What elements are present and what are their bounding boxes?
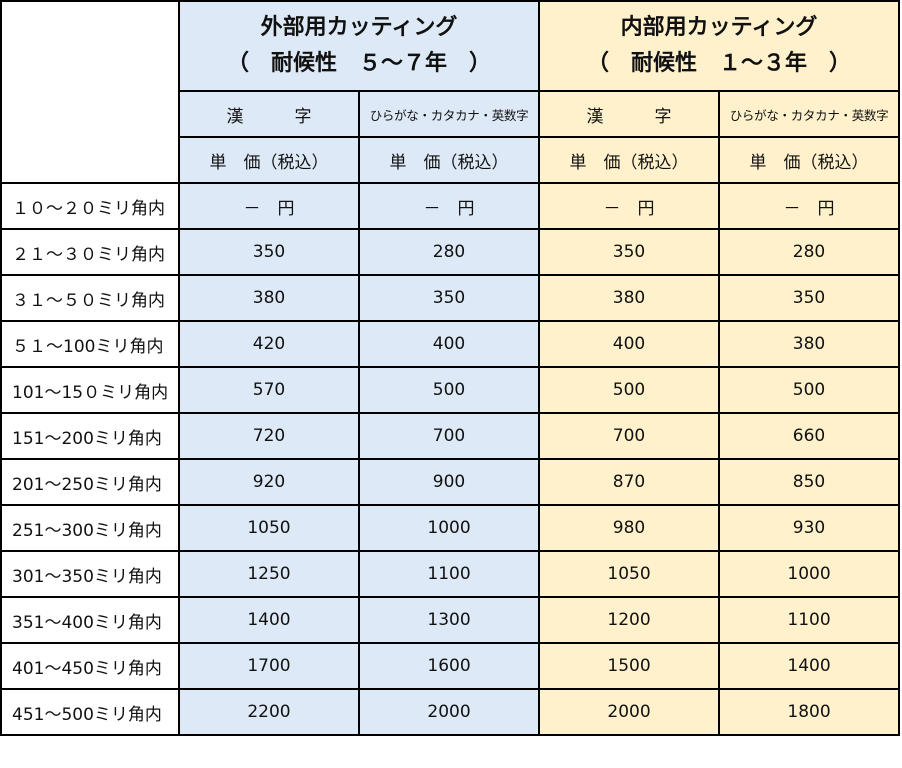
size-label: ３１～５０ミリ角内 (0, 274, 180, 322)
group-title-row: 外部用カッティング （ 耐候性 ５～７年 ） 内部用カッティング （ 耐候性 １… (0, 0, 901, 184)
table-row: 301～350ミリ角内 1250 1100 1050 1000 (0, 550, 901, 598)
external-kana-price: 2000 (357, 688, 541, 736)
internal-kanji-price: 400 (538, 320, 721, 368)
external-kanji-price: 350 (178, 228, 360, 276)
external-kanji-price: 380 (178, 274, 360, 322)
external-kana-price: 1300 (357, 596, 541, 644)
external-kana-price: 500 (357, 366, 541, 414)
internal-kanji-price: 1050 (538, 550, 721, 598)
internal-kana-price: 1100 (718, 596, 901, 644)
external-kana-price: 350 (357, 274, 541, 322)
internal-kanji-price: 380 (538, 274, 721, 322)
external-kana-unit-price-header: 単 価（税込） (357, 136, 541, 184)
external-kana-price: 1000 (357, 504, 541, 552)
size-label: 201～250ミリ角内 (0, 458, 180, 506)
external-kana-price: 900 (357, 458, 541, 506)
table-row: ３１～５０ミリ角内 380 350 380 350 (0, 274, 901, 322)
internal-kanji-price: 980 (538, 504, 721, 552)
external-kanji-price: 720 (178, 412, 360, 460)
external-cutting-title: 外部用カッティング (260, 15, 458, 40)
internal-kanji-price: 1200 (538, 596, 721, 644)
external-kanji-price: － 円 (178, 182, 360, 230)
internal-kana-unit-price-header: 単 価（税込） (718, 136, 901, 184)
table-row: ２１～３０ミリ角内 350 280 350 280 (0, 228, 901, 276)
internal-kana-price: 500 (718, 366, 901, 414)
internal-durability: （ 耐候性 １～３年 ） (587, 51, 852, 76)
internal-kana-price: 850 (718, 458, 901, 506)
internal-kanji-price: 350 (538, 228, 721, 276)
external-kanji-price: 1400 (178, 596, 360, 644)
table-row: 251～300ミリ角内 1050 1000 980 930 (0, 504, 901, 552)
internal-kana-price: 930 (718, 504, 901, 552)
size-label: 301～350ミリ角内 (0, 550, 180, 598)
internal-kanji-header: 漢 字 (538, 90, 721, 138)
size-label: １０～２０ミリ角内 (0, 182, 180, 230)
external-kanji-price: 2200 (178, 688, 360, 736)
external-kana-price: 700 (357, 412, 541, 460)
internal-kanji-price: 870 (538, 458, 721, 506)
size-label: 101～15０ミリ角内 (0, 366, 180, 414)
external-durability: （ 耐候性 ５～７年 ） (227, 51, 492, 76)
size-label: 451～500ミリ角内 (0, 688, 180, 736)
internal-kana-header: ひらがな・カタカナ・英数字 (718, 90, 901, 138)
internal-kanji-price: 2000 (538, 688, 721, 736)
price-table: 外部用カッティング （ 耐候性 ５～７年 ） 内部用カッティング （ 耐候性 １… (0, 0, 901, 736)
size-label: 351～400ミリ角内 (0, 596, 180, 644)
table-row: １０～２０ミリ角内－ 円－ 円－ 円－ 円 (0, 182, 901, 230)
internal-kana-price: 1400 (718, 642, 901, 690)
internal-kana-price: 1000 (718, 550, 901, 598)
internal-cutting-header: 内部用カッティング （ 耐候性 １～３年 ） (538, 0, 901, 92)
unit-header-row: 単 価（税込） 単 価（税込） 単 価（税込） 単 価（税込） (1, 136, 901, 184)
table-row: 201～250ミリ角内 920 900 870 850 (0, 458, 901, 506)
external-kanji-unit-price-header: 単 価（税込） (178, 136, 360, 184)
internal-kana-price: － 円 (718, 182, 901, 230)
table-row: ５１～100ミリ角内 420 400 400 380 (0, 320, 901, 368)
external-kana-price: 1600 (357, 642, 541, 690)
external-kanji-price: 570 (178, 366, 360, 414)
size-label: 251～300ミリ角内 (0, 504, 180, 552)
sub-header-row: 漢 字 ひらがな・カタカナ・英数字 漢 字 ひらがな・カタカナ・英数字 (1, 90, 901, 138)
size-label: 401～450ミリ角内 (0, 642, 180, 690)
external-kana-price: 1100 (357, 550, 541, 598)
internal-kana-price: 380 (718, 320, 901, 368)
external-kanji-price: 420 (178, 320, 360, 368)
external-kanji-header: 漢 字 (178, 90, 360, 138)
corner-cell (0, 0, 180, 184)
external-kana-header: ひらがな・カタカナ・英数字 (357, 90, 541, 138)
internal-kana-price: 660 (718, 412, 901, 460)
internal-kanji-price: 500 (538, 366, 721, 414)
external-cutting-header: 外部用カッティング （ 耐候性 ５～７年 ） (177, 0, 541, 92)
external-kana-price: 280 (357, 228, 541, 276)
internal-kana-price: 350 (718, 274, 901, 322)
internal-kanji-price: 700 (538, 412, 721, 460)
table-row: 401～450ミリ角内 1700 1600 1500 1400 (0, 642, 901, 690)
size-label: ２１～３０ミリ角内 (0, 228, 180, 276)
internal-cutting-title: 内部用カッティング (620, 15, 818, 40)
internal-kana-price: 1800 (718, 688, 901, 736)
external-kanji-price: 1700 (178, 642, 360, 690)
table-row: 151～200ミリ角内 720 700 700 660 (0, 412, 901, 460)
table-row: 351～400ミリ角内 1400 1300 1200 1100 (0, 596, 901, 644)
table-row: 451～500ミリ角内 2200 2000 2000 1800 (0, 688, 901, 736)
internal-kanji-price: 1500 (538, 642, 721, 690)
internal-kana-price: 280 (718, 228, 901, 276)
table-row: 101～15０ミリ角内 570 500 500 500 (0, 366, 901, 414)
external-kanji-price: 920 (178, 458, 360, 506)
external-kana-price: 400 (357, 320, 541, 368)
internal-kanji-unit-price-header: 単 価（税込） (538, 136, 721, 184)
external-kana-price: － 円 (357, 182, 541, 230)
size-label: ５１～100ミリ角内 (0, 320, 180, 368)
size-label: 151～200ミリ角内 (0, 412, 180, 460)
external-kanji-price: 1250 (178, 550, 360, 598)
internal-kanji-price: － 円 (538, 182, 721, 230)
external-kanji-price: 1050 (178, 504, 360, 552)
